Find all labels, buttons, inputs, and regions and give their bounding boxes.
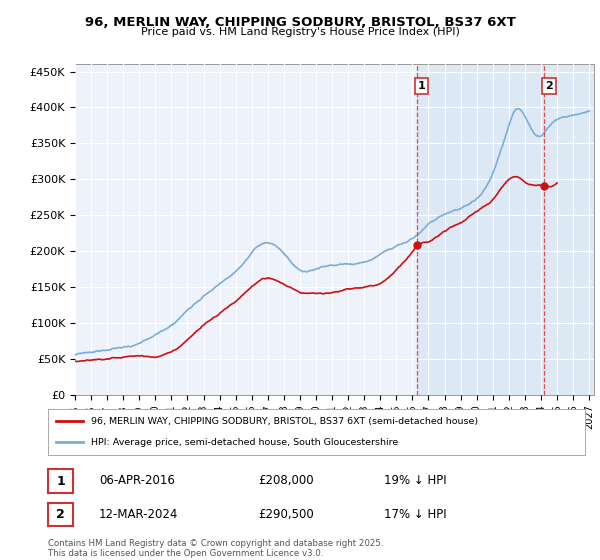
Text: 1: 1 <box>418 81 425 91</box>
Text: Price paid vs. HM Land Registry's House Price Index (HPI): Price paid vs. HM Land Registry's House … <box>140 27 460 37</box>
Text: 2: 2 <box>56 508 65 521</box>
Text: £208,000: £208,000 <box>258 474 314 487</box>
Text: £290,500: £290,500 <box>258 507 314 521</box>
Text: 17% ↓ HPI: 17% ↓ HPI <box>384 507 446 521</box>
Bar <box>544 64 594 395</box>
Text: HPI: Average price, semi-detached house, South Gloucestershire: HPI: Average price, semi-detached house,… <box>91 438 398 447</box>
Text: 12-MAR-2024: 12-MAR-2024 <box>99 507 178 521</box>
Text: 19% ↓ HPI: 19% ↓ HPI <box>384 474 446 487</box>
Text: 1: 1 <box>56 474 65 488</box>
Text: 96, MERLIN WAY, CHIPPING SODBURY, BRISTOL, BS37 6XT: 96, MERLIN WAY, CHIPPING SODBURY, BRISTO… <box>85 16 515 29</box>
Text: 96, MERLIN WAY, CHIPPING SODBURY, BRISTOL, BS37 6XT (semi-detached house): 96, MERLIN WAY, CHIPPING SODBURY, BRISTO… <box>91 417 478 426</box>
Bar <box>417 64 544 395</box>
Text: Contains HM Land Registry data © Crown copyright and database right 2025.
This d: Contains HM Land Registry data © Crown c… <box>48 539 383 558</box>
Text: 06-APR-2016: 06-APR-2016 <box>99 474 175 487</box>
Text: 2: 2 <box>545 81 553 91</box>
